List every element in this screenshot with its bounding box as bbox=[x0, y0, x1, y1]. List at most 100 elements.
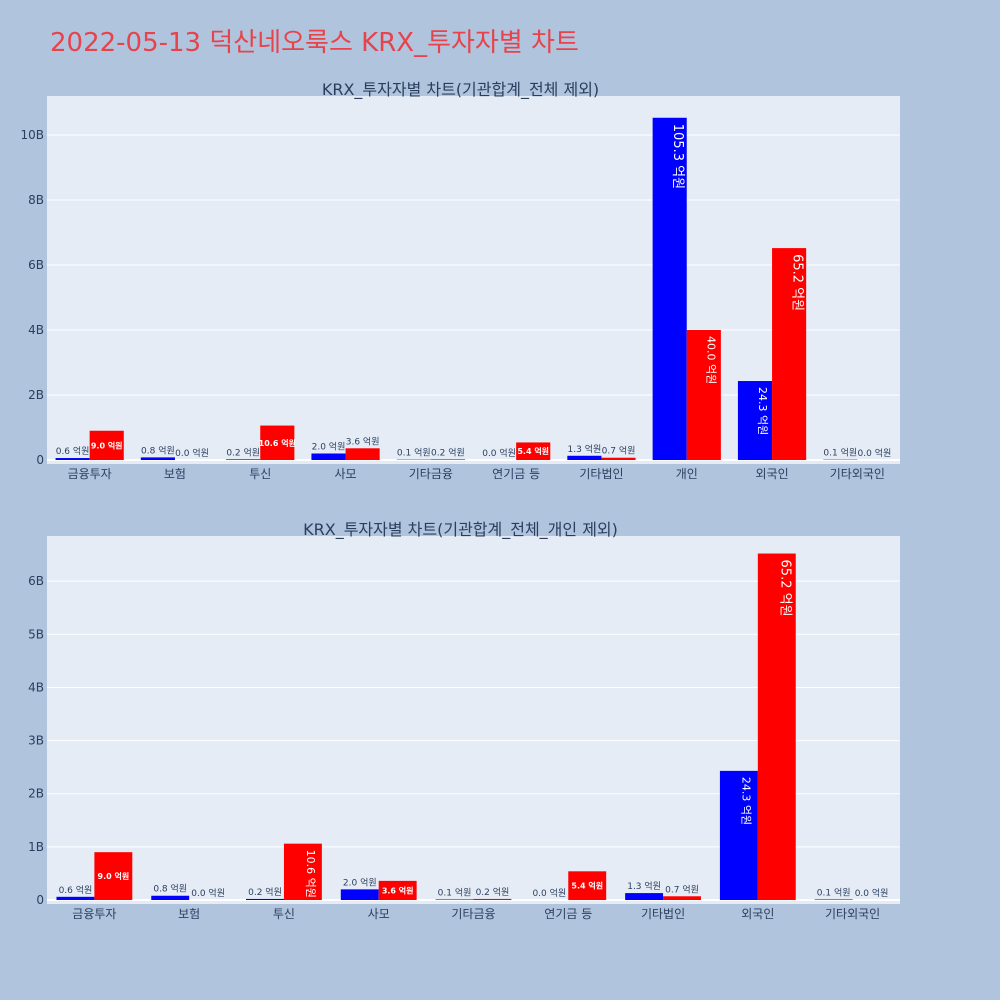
bar bbox=[55, 458, 90, 460]
data-label: 0.2 억원 bbox=[476, 886, 510, 898]
data-label: 40.0 억원 bbox=[705, 336, 718, 384]
x-tick-label: 투신 bbox=[273, 907, 295, 921]
data-label: 2.0 억원 bbox=[343, 876, 377, 888]
data-label: 5.4 억원 bbox=[571, 881, 603, 891]
bar bbox=[345, 448, 380, 460]
x-tick-label: 사모 bbox=[335, 467, 357, 481]
x-tick-label: 연기금 등 bbox=[544, 907, 592, 921]
bar bbox=[568, 871, 607, 900]
data-label: 3.6 억원 bbox=[346, 435, 380, 447]
chart-institutions-excluding-total: KRX_투자자별 차트(기관합계_전체 제외) 0 2B 4B 6B 8B 10B 금융투자 0… bbox=[20, 80, 900, 481]
bar bbox=[89, 430, 124, 460]
bar bbox=[567, 455, 602, 460]
data-label: 65.2 억원 bbox=[790, 254, 805, 311]
x-tick-label: 금융투자 bbox=[72, 907, 116, 921]
data-label: 0.1 억원 bbox=[438, 886, 472, 898]
bar bbox=[140, 457, 175, 460]
bar bbox=[311, 453, 346, 460]
bar bbox=[260, 425, 295, 460]
x-tick-label: 기타금융 bbox=[451, 907, 495, 921]
x-tick-label: 기타외국인 bbox=[825, 907, 880, 921]
data-label: 0.2 억원 bbox=[431, 446, 465, 458]
x-tick-label: 외국인 bbox=[741, 907, 774, 921]
data-label: 0.7 억원 bbox=[602, 445, 636, 457]
data-label: 5.4 억원 bbox=[517, 446, 549, 456]
data-label: 0.0 억원 bbox=[532, 887, 566, 899]
data-label: 1.3 억원 bbox=[627, 880, 661, 892]
data-label: 10.6 억원 bbox=[259, 438, 296, 448]
data-label: 0.7 억원 bbox=[665, 883, 699, 895]
y-tick-label: 0 bbox=[36, 453, 44, 467]
data-label: 3.6 억원 bbox=[382, 885, 414, 895]
x-tick-label: 사모 bbox=[368, 907, 390, 921]
data-label: 0.6 억원 bbox=[56, 445, 90, 457]
y-tick-label: 2B bbox=[28, 787, 44, 801]
data-label: 24.3 억원 bbox=[756, 387, 769, 435]
y-tick-label: 3B bbox=[28, 734, 44, 748]
data-label: 0.1 억원 bbox=[817, 886, 851, 898]
x-tick-label: 외국인 bbox=[755, 467, 788, 481]
data-label: 0.8 억원 bbox=[141, 444, 175, 456]
data-label: 0.0 억원 bbox=[175, 447, 209, 459]
data-label: 24.3 억원 bbox=[740, 777, 753, 825]
data-label: 0.0 억원 bbox=[855, 887, 889, 899]
x-tick-label: 연기금 등 bbox=[492, 467, 540, 481]
data-label: 0.2 억원 bbox=[248, 886, 282, 898]
x-tick-label: 투신 bbox=[249, 467, 271, 481]
page-title: 2022-05-13 덕산네오룩스 KRX_투자자별 차트 bbox=[50, 28, 579, 58]
x-tick-label: 기타법인 bbox=[579, 467, 623, 481]
bar bbox=[435, 899, 474, 900]
bar bbox=[56, 896, 95, 900]
bar bbox=[151, 895, 190, 900]
bar bbox=[737, 381, 773, 460]
bar bbox=[246, 898, 284, 900]
data-label: 9.0 억원 bbox=[98, 871, 130, 881]
bar bbox=[663, 896, 701, 900]
data-label: 105.3 억원 bbox=[670, 124, 685, 189]
data-label: 0.6 억원 bbox=[59, 884, 93, 896]
x-tick-label: 기타금융 bbox=[409, 467, 453, 481]
y-tick-label: 1B bbox=[28, 840, 44, 854]
chart-title: KRX_투자자별 차트(기관합계_전체 제외) bbox=[322, 80, 599, 100]
bar bbox=[686, 330, 721, 460]
bar bbox=[226, 459, 261, 460]
bar bbox=[340, 889, 379, 900]
data-label: 0.1 억원 bbox=[823, 447, 857, 459]
bar bbox=[719, 770, 758, 900]
chart-title: KRX_투자자별 차트(기관합계_전체_개인 제외) bbox=[303, 520, 618, 540]
x-tick-label: 기타법인 bbox=[641, 907, 685, 921]
bar bbox=[430, 459, 465, 460]
y-tick-label: 5B bbox=[28, 627, 44, 641]
data-label: 10.6 억원 bbox=[304, 850, 317, 898]
y-tick-label: 10B bbox=[20, 128, 44, 142]
bar bbox=[814, 899, 853, 900]
x-tick-label: 보험 bbox=[178, 907, 200, 921]
y-tick-label: 2B bbox=[28, 388, 44, 402]
data-label: 1.3 억원 bbox=[568, 443, 602, 455]
x-tick-label: 개인 bbox=[676, 467, 698, 481]
data-label: 2.0 억원 bbox=[312, 441, 346, 453]
x-tick-label: 금융투자 bbox=[68, 467, 112, 481]
data-label: 65.2 억원 bbox=[777, 560, 792, 617]
y-tick-label: 0 bbox=[36, 893, 44, 907]
y-tick-label: 4B bbox=[28, 323, 44, 337]
bar bbox=[473, 898, 512, 900]
data-label: 0.8 억원 bbox=[153, 883, 187, 895]
bar bbox=[772, 248, 807, 460]
chart-institutions-excluding-total-and-individual: KRX_투자자별 차트(기관합계_전체_개인 제외) 0 1B 2B 3B 4B 5B 6B 금… bbox=[28, 520, 900, 921]
bar bbox=[378, 880, 417, 900]
data-label: 9.0 억원 bbox=[91, 440, 123, 450]
bar bbox=[757, 553, 796, 900]
data-label: 0.0 억원 bbox=[858, 447, 892, 459]
x-tick-label: 기타외국인 bbox=[830, 467, 885, 481]
x-tick-label: 보험 bbox=[164, 467, 186, 481]
y-tick-label: 8B bbox=[28, 193, 44, 207]
bar bbox=[94, 852, 133, 900]
data-label: 0.2 억원 bbox=[226, 446, 260, 458]
data-label: 0.0 억원 bbox=[482, 447, 516, 459]
bar bbox=[516, 442, 551, 460]
y-tick-label: 6B bbox=[28, 258, 44, 272]
data-label: 0.0 억원 bbox=[191, 887, 225, 899]
bar bbox=[652, 117, 687, 461]
bar bbox=[625, 893, 664, 900]
